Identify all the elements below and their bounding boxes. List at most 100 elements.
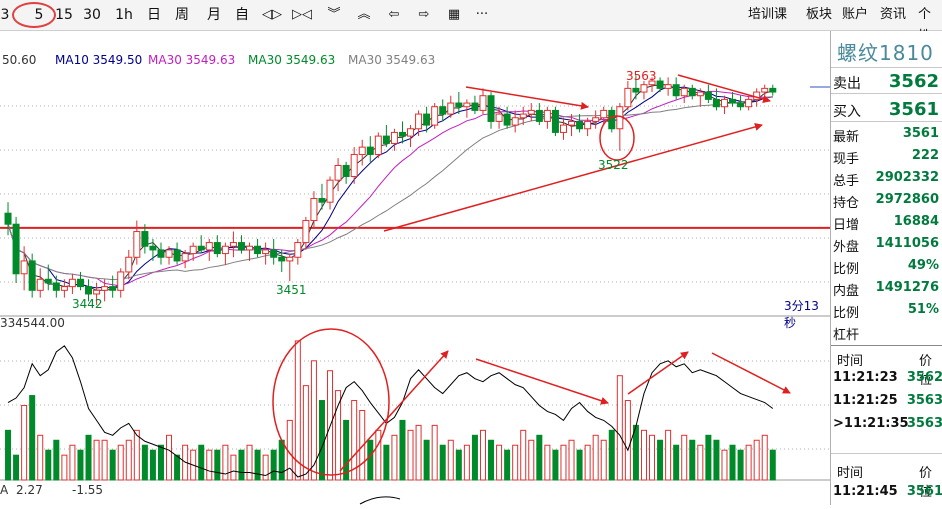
candle-body	[680, 87, 688, 97]
period-3m-button[interactable]: 3	[0, 7, 10, 23]
volume-bar	[262, 454, 269, 481]
tick-row[interactable]: 11:21:25 3563	[831, 390, 942, 412]
sell-label: 卖出	[833, 76, 861, 92]
ma5-legend: 50.60	[2, 53, 37, 67]
volume-bar	[560, 444, 567, 481]
volume-bar	[423, 439, 430, 481]
scroll-down-icon[interactable]: ︾	[327, 7, 341, 22]
tick-row[interactable]: 11:21:45 3561	[831, 481, 942, 503]
menu-item-1[interactable]: 板块	[806, 7, 833, 22]
candle-body	[302, 220, 310, 244]
candle-body	[640, 84, 648, 93]
move-left-icon[interactable]: ⇦	[388, 7, 400, 22]
menu-item-0[interactable]: 培训课	[748, 7, 788, 22]
volume-bar	[335, 390, 342, 481]
tick-row[interactable]: >11:21:35 3563	[831, 413, 942, 435]
zoom-in-icon[interactable]: ◁▷	[262, 7, 282, 22]
volume-bar	[705, 434, 712, 481]
quote-row-label: 比例	[833, 306, 860, 321]
candle-body	[745, 98, 753, 108]
volume-bar	[125, 439, 132, 481]
oscillator-line	[7, 345, 774, 478]
period-week-button[interactable]: 周	[175, 7, 189, 23]
candle-body	[165, 249, 173, 258]
candle-body	[648, 80, 656, 86]
volume-bar	[528, 439, 535, 481]
candle-body	[479, 95, 487, 111]
mid-low-label: 3522	[598, 158, 629, 172]
candle-body	[262, 249, 270, 255]
candle-body	[624, 87, 632, 108]
volume-bar	[697, 444, 704, 481]
volume-bar	[649, 434, 656, 481]
candle-body	[366, 146, 374, 155]
period-month-button[interactable]: 月	[207, 7, 221, 23]
candle-body	[616, 106, 624, 130]
period-custom-button[interactable]: 自	[235, 7, 249, 23]
volume-bar	[552, 449, 559, 481]
candle-body	[229, 242, 237, 247]
volume-bar	[214, 449, 221, 481]
volume-bar	[665, 429, 672, 481]
quote-row-label: 现手	[833, 152, 860, 167]
volume-bar	[302, 385, 309, 481]
candle-body	[52, 282, 60, 291]
candle-body	[568, 120, 576, 126]
candle-body	[519, 113, 527, 119]
tick-time: >11:21:35	[833, 416, 909, 431]
candle-body	[543, 109, 551, 122]
volume-bar	[761, 434, 768, 481]
candle-body	[93, 289, 101, 295]
candle-body	[189, 245, 197, 255]
tick-row[interactable]: 11:21:23 3562	[831, 367, 942, 389]
volume-bar	[230, 454, 237, 481]
move-right-icon[interactable]: ⇨	[418, 7, 430, 22]
tick-price: 3563	[906, 416, 942, 431]
volume-bar	[246, 444, 253, 481]
volume-bar	[367, 439, 374, 481]
volume-bar	[608, 429, 615, 481]
ma20-legend: MA30 3549.63	[148, 53, 236, 67]
volume-bar	[624, 400, 631, 481]
volume-bar	[21, 405, 28, 481]
period-30m-button[interactable]: 30	[83, 7, 101, 23]
volume-bar	[85, 434, 92, 481]
candle-body	[439, 106, 447, 115]
candle-body	[535, 109, 543, 122]
volume-bar	[584, 444, 591, 481]
candle-body	[632, 87, 640, 93]
volume-bar	[310, 360, 317, 481]
candle-body	[197, 245, 205, 251]
candle-body	[455, 102, 463, 108]
period-1h-button[interactable]: 1h	[115, 7, 133, 23]
candle-body	[157, 249, 165, 258]
volume-bar	[238, 449, 245, 481]
quote-row-value: 3561	[902, 126, 939, 141]
buy-price-row[interactable]: 买入 3561	[831, 97, 942, 120]
volume-bar	[198, 444, 205, 481]
candle-body	[205, 242, 213, 251]
sell-price-row[interactable]: 卖出 3562	[831, 69, 942, 92]
quote-row: 日增 16884	[831, 211, 942, 233]
quote-row: 总手 2902332	[831, 167, 942, 189]
volume-bar	[157, 444, 164, 481]
volume-bar	[101, 439, 108, 481]
candle-body	[415, 113, 423, 130]
volume-bar	[174, 454, 181, 481]
annotation-arrow	[465, 86, 589, 110]
menu-item-4[interactable]: 个性	[918, 7, 932, 44]
kline-chart[interactable]: 50.60 MA10 3549.50 MA30 3549.63 MA30 354…	[0, 31, 830, 505]
period-day-button[interactable]: 日	[147, 7, 161, 23]
menu-item-2[interactable]: 账户	[842, 7, 869, 22]
quote-row-label: 外盘	[833, 240, 860, 255]
more-icon[interactable]: ···	[475, 7, 489, 22]
scroll-up-icon[interactable]: ︽	[357, 7, 371, 22]
layout-icon[interactable]: ▦	[447, 7, 461, 22]
volume-bar	[600, 439, 607, 481]
menu-item-3[interactable]: 资讯	[880, 7, 907, 22]
period-15m-button[interactable]: 15	[55, 7, 73, 23]
candle-body	[382, 135, 390, 144]
indicator-value-1: 2.27	[16, 483, 43, 497]
zoom-out-icon[interactable]: ▷◁	[292, 7, 312, 22]
volume-bar	[640, 429, 647, 481]
